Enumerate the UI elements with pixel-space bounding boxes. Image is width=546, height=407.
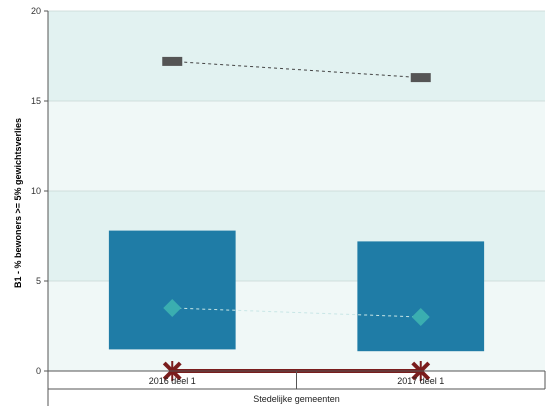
x-category-label-1: 2017 deel 1 [397, 376, 444, 386]
range-bar-0 [108, 230, 236, 350]
marker-diamond-0 [163, 299, 182, 317]
marker-rect-1 [410, 73, 431, 83]
range-bar-1 [357, 241, 485, 352]
y-axis: 0 5 10 15 20 [31, 6, 49, 376]
band-3 [48, 11, 545, 101]
range-bars [108, 230, 485, 352]
y-axis-title: B1 - % bewoners >= 5% gewichtsverlies [13, 118, 23, 288]
y-tick-label-10: 10 [31, 186, 41, 196]
y-tick-label-15: 15 [31, 96, 41, 106]
marker-rect-0 [162, 56, 183, 66]
x-category-label-0: 2016 deel 1 [149, 376, 196, 386]
y-tick-label-20: 20 [31, 6, 41, 16]
y-tick-label-0: 0 [36, 366, 41, 376]
y-tick-label-5: 5 [36, 276, 41, 286]
band-2 [48, 101, 545, 191]
x-group-label: Stedelijke gemeenten [253, 394, 340, 404]
x-axis: 2016 deel 1 2017 deel 1 Stedelijke gemeent… [47, 370, 546, 406]
marker-diamond-1 [411, 308, 430, 326]
